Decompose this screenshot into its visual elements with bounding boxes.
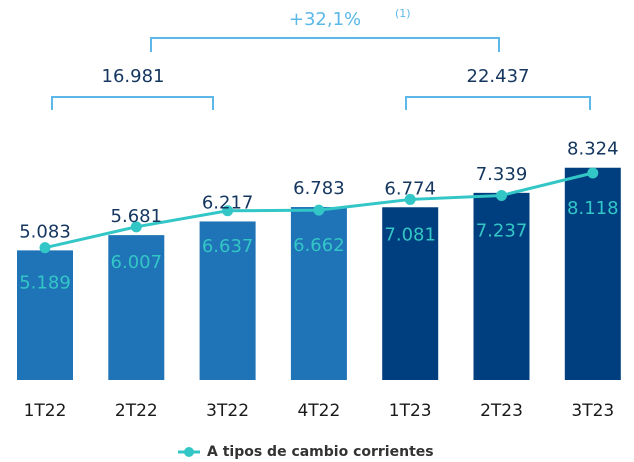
bracket — [150, 37, 500, 52]
annotation: 22.437 — [467, 66, 530, 87]
annotation: +32,1% — [289, 9, 361, 30]
line-point — [39, 242, 51, 254]
x-tick-label: 2T22 — [115, 401, 158, 421]
bar-value-label: 6.783 — [293, 178, 345, 199]
line-point — [404, 193, 416, 205]
bar-value-label: 6.774 — [384, 178, 436, 199]
x-tick-label: 1T23 — [389, 401, 432, 421]
bracket — [51, 96, 214, 110]
x-tick-label: 3T23 — [571, 401, 614, 421]
line-value-label: 7.081 — [384, 224, 436, 245]
x-tick-label: 3T22 — [206, 401, 249, 421]
annotation: 16.981 — [102, 66, 165, 87]
bar-value-label: 5.083 — [19, 221, 71, 242]
bar-value-label: 7.339 — [476, 164, 528, 185]
annotation: (1) — [395, 7, 411, 20]
bar-value-label: 8.324 — [567, 139, 619, 160]
line-value-label: 6.637 — [202, 236, 254, 257]
bar — [108, 235, 165, 380]
legend-label: A tipos de cambio corrientes — [207, 444, 434, 460]
bar — [199, 221, 256, 380]
line-value-label: 6.007 — [111, 252, 163, 273]
legend-marker — [184, 447, 194, 457]
line-point — [496, 189, 507, 201]
bar-value-label: 5.681 — [111, 206, 163, 227]
line-point — [222, 205, 234, 217]
bar — [564, 167, 621, 380]
bar — [17, 250, 73, 380]
x-tick-label: 2T23 — [480, 401, 523, 421]
x-tick-label: 1T22 — [24, 401, 67, 421]
line-value-label: 8.118 — [567, 198, 619, 219]
bracket — [405, 96, 591, 110]
line-value-label: 7.237 — [476, 220, 528, 241]
bar-value-label: 6.217 — [202, 192, 254, 213]
bar — [473, 192, 530, 380]
line-point — [587, 167, 599, 179]
bar — [382, 207, 439, 380]
line-point — [313, 204, 325, 216]
line-value-label: 6.662 — [293, 235, 345, 256]
bar — [290, 207, 347, 380]
x-tick-label: 4T22 — [297, 401, 340, 421]
line-value-label: 5.189 — [19, 273, 71, 294]
line-point — [130, 221, 142, 233]
